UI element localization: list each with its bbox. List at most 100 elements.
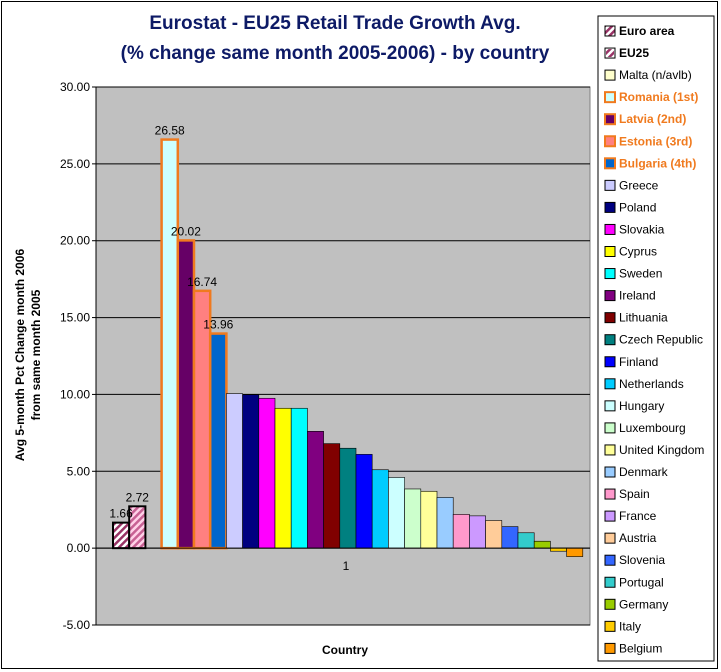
y-tick-label: 10.00 bbox=[60, 387, 90, 401]
data-label: 13.96 bbox=[203, 318, 233, 332]
legend-swatch bbox=[604, 510, 616, 522]
bar bbox=[404, 488, 422, 549]
bar bbox=[566, 547, 584, 557]
legend-swatch bbox=[604, 488, 616, 500]
bar bbox=[339, 447, 357, 549]
legend-swatch bbox=[604, 598, 616, 610]
legend-swatch bbox=[604, 334, 616, 346]
chart-title: Eurostat - EU25 Retail Trade Growth Avg. bbox=[149, 13, 520, 34]
legend-swatch bbox=[604, 532, 616, 544]
legend-label: Denmark bbox=[619, 465, 669, 479]
legend-swatch bbox=[604, 179, 616, 191]
legend-label: Finland bbox=[619, 355, 658, 369]
bar bbox=[160, 138, 180, 550]
data-label: 2.72 bbox=[126, 490, 150, 504]
bar bbox=[226, 393, 243, 549]
bar bbox=[533, 540, 551, 549]
legend-swatch bbox=[604, 444, 616, 456]
bar-overlay bbox=[130, 507, 145, 548]
y-tick-label: 5.00 bbox=[67, 464, 91, 478]
bar bbox=[452, 514, 470, 549]
legend-swatch bbox=[604, 246, 616, 257]
data-labels: 1.66 2.72 26.58 20.02 16.74 13.96 bbox=[109, 124, 233, 521]
legend-swatch bbox=[604, 356, 616, 368]
legend-label: Germany bbox=[619, 597, 668, 611]
bar bbox=[501, 526, 519, 549]
bar bbox=[242, 394, 260, 549]
legend-swatch bbox=[604, 576, 616, 588]
legend-label: Poland bbox=[619, 200, 656, 214]
legend-label: France bbox=[619, 509, 657, 523]
y-tick-label: 25.00 bbox=[60, 157, 90, 171]
legend-swatch bbox=[604, 378, 616, 390]
legend-swatch bbox=[604, 642, 616, 654]
y-axis-title: Avg 5-month Pct Change month 2006 bbox=[13, 249, 27, 462]
bar bbox=[388, 477, 405, 549]
legend-swatch bbox=[604, 620, 616, 632]
legend-swatch bbox=[604, 135, 616, 148]
x-axis-title: Country bbox=[322, 643, 368, 657]
data-label: 16.74 bbox=[187, 275, 217, 289]
legend-label: Italy bbox=[619, 619, 641, 633]
legend-label: Belgium bbox=[619, 641, 662, 655]
y-tick-label: 30.00 bbox=[60, 80, 90, 94]
data-label: 20.02 bbox=[171, 224, 201, 238]
legend-swatch bbox=[604, 113, 616, 126]
y-tick-label: 0.00 bbox=[67, 541, 91, 555]
legend-label: Malta (n/avlb) bbox=[619, 68, 692, 82]
legend-label: Spain bbox=[619, 487, 650, 501]
chart-subtitle: (% change same month 2005-2006) - by cou… bbox=[121, 43, 550, 64]
legend-swatch bbox=[604, 312, 616, 324]
bar bbox=[485, 520, 503, 549]
bar bbox=[112, 521, 131, 550]
legend-box bbox=[597, 15, 715, 662]
legend-label: Czech Republic bbox=[619, 333, 703, 347]
legend-label: Romania (1st) bbox=[619, 90, 698, 104]
legend-swatch bbox=[604, 69, 616, 81]
legend-swatch bbox=[604, 91, 616, 104]
legend-label: Latvia (2nd) bbox=[619, 112, 686, 126]
legend-label: Austria bbox=[619, 531, 657, 545]
bar bbox=[323, 443, 341, 549]
bar bbox=[274, 407, 292, 549]
bar bbox=[208, 332, 228, 550]
bar bbox=[371, 469, 389, 549]
legend-label: Slovenia bbox=[619, 553, 665, 567]
legend-swatch bbox=[604, 201, 616, 213]
legend-label: Portugal bbox=[619, 575, 664, 589]
bar bbox=[258, 397, 276, 549]
y-axis-title-line2: from same month 2005 bbox=[29, 289, 43, 420]
bar bbox=[290, 407, 308, 549]
legend-swatch bbox=[604, 290, 616, 302]
y-tick-label: 15.00 bbox=[60, 311, 90, 325]
legend-swatch bbox=[604, 25, 616, 37]
legend-swatch bbox=[604, 223, 616, 235]
x-tick-label: 1 bbox=[343, 559, 350, 573]
data-label: 1.66 bbox=[109, 507, 133, 521]
legend-label: Ireland bbox=[619, 289, 656, 303]
y-axis-ticks: -5.00 0.00 5.00 10.00 15.00 20.00 25.00 30.00 bbox=[60, 80, 97, 632]
legend-swatch bbox=[604, 422, 616, 434]
data-label: 26.58 bbox=[155, 124, 185, 138]
legend-swatch-pattern bbox=[606, 49, 614, 58]
legend-swatch bbox=[604, 466, 616, 478]
y-tick-label: -5.00 bbox=[63, 618, 91, 632]
legend-swatch bbox=[604, 157, 616, 170]
legend-label: Estonia (3rd) bbox=[619, 134, 692, 148]
bar bbox=[355, 454, 373, 549]
legend-label: Cyprus bbox=[619, 245, 657, 259]
bars bbox=[96, 138, 590, 557]
legend-label: Sweden bbox=[619, 267, 662, 281]
legend-label: Bulgaria (4th) bbox=[619, 156, 696, 170]
bar bbox=[469, 515, 486, 549]
y-tick-label: 20.00 bbox=[60, 234, 90, 248]
legend-label: Greece bbox=[619, 178, 659, 192]
legend-swatch bbox=[604, 268, 616, 280]
legend-swatch bbox=[604, 554, 616, 566]
legend-swatch bbox=[604, 400, 616, 412]
legend-label: EU25 bbox=[619, 46, 649, 60]
bar bbox=[436, 497, 454, 549]
bar bbox=[517, 532, 535, 549]
legend-label: Slovakia bbox=[619, 222, 665, 236]
